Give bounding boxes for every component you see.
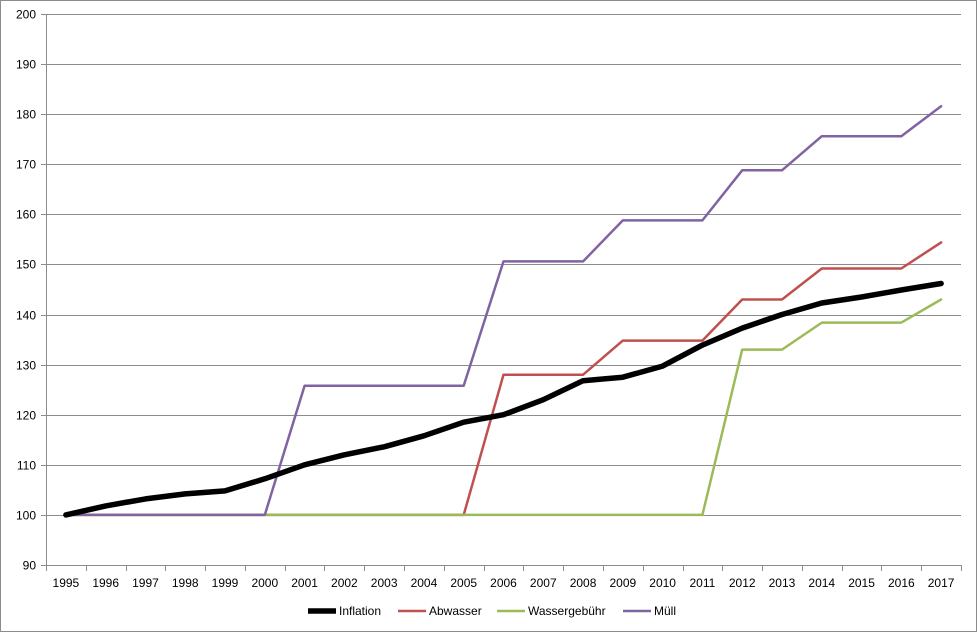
y-tick-label: 170 xyxy=(16,158,36,172)
y-tick-label: 150 xyxy=(16,258,36,272)
series-line-inflation xyxy=(63,280,944,518)
series-lines xyxy=(63,104,944,518)
x-tick-label: 1997 xyxy=(132,576,159,590)
x-tick-label: 2015 xyxy=(848,576,875,590)
series-line-abwasser xyxy=(64,241,943,517)
x-tick-label: 1995 xyxy=(53,576,80,590)
series-line-wassergebühr xyxy=(64,298,943,517)
y-tick-label: 110 xyxy=(17,459,36,473)
y-tick-label: 100 xyxy=(16,509,36,523)
y-axis-tick-labels: 90 100 110 120 130 140 150 160 170 180 190 200 xyxy=(16,8,36,573)
x-tick-label: 2003 xyxy=(371,576,398,590)
series-line-müll xyxy=(64,104,943,517)
x-tick-label: 2016 xyxy=(888,576,915,590)
y-tick-label: 200 xyxy=(16,8,36,22)
x-tick-label: 2010 xyxy=(649,576,676,590)
x-tick-label: 1998 xyxy=(172,576,199,590)
legend-label-abwasser: Abwasser xyxy=(429,604,482,618)
x-tick-label: 2008 xyxy=(570,576,597,590)
y-tick-label: 160 xyxy=(16,208,36,222)
legend: Inflation Abwasser Wassergebühr Müll xyxy=(308,604,676,618)
x-tick-label: 1996 xyxy=(92,576,119,590)
y-tick-label: 90 xyxy=(23,559,37,573)
x-tick-label: 2000 xyxy=(251,576,278,590)
x-tick-label: 2009 xyxy=(609,576,636,590)
x-tick-label: 2006 xyxy=(490,576,517,590)
x-tick-label: 1999 xyxy=(212,576,239,590)
y-tick-label: 120 xyxy=(16,409,36,423)
x-tick-label: 2001 xyxy=(291,576,318,590)
x-tick-label: 2012 xyxy=(729,576,756,590)
x-tick-label: 2011 xyxy=(690,576,716,590)
x-tick-label: 2007 xyxy=(530,576,557,590)
legend-label-wassergebühr: Wassergebühr xyxy=(528,604,606,618)
x-tick-label: 2005 xyxy=(450,576,477,590)
y-tick-label: 180 xyxy=(16,108,36,122)
x-tick-label: 2013 xyxy=(769,576,796,590)
x-tick-label: 2004 xyxy=(411,576,438,590)
legend-label-müll: Müll xyxy=(654,604,676,618)
x-tick-label: 2014 xyxy=(808,576,835,590)
x-tick-label: 2017 xyxy=(928,576,955,590)
x-tick-label: 2002 xyxy=(331,576,358,590)
legend-label-inflation: Inflation xyxy=(339,604,381,618)
x-axis-tick-labels: 1995 1996 1997 1998 1999 2000 2001 2002 2003 2004… xyxy=(53,576,955,590)
y-tick-label: 130 xyxy=(16,359,36,373)
y-tick-label: 140 xyxy=(16,309,36,323)
axes xyxy=(41,14,962,571)
y-tick-label: 190 xyxy=(16,58,36,72)
